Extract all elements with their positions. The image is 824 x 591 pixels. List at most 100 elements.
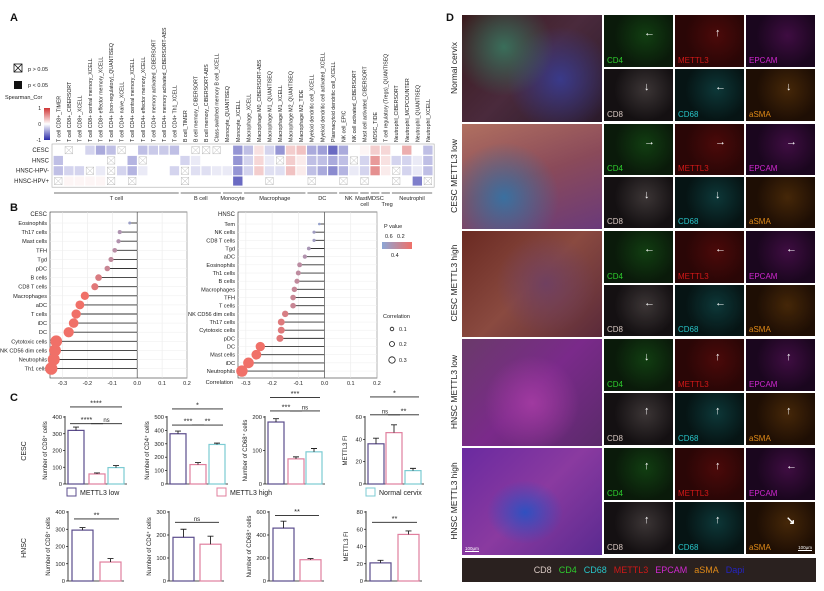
lollipop-point <box>318 222 321 226</box>
nonsignificant-box-icon <box>180 166 190 175</box>
marker-tile-asma: aSMA ↘ 100μm <box>746 502 815 554</box>
marker-tile-cd8: CD8 ↑ <box>604 502 673 554</box>
y-axis-label: Number of CD68⁺ cells <box>246 516 253 578</box>
heatmap-cell <box>338 166 349 176</box>
colorbar <box>44 108 50 140</box>
heatmap-cell <box>307 145 317 155</box>
arrow-down-icon: ↓ <box>644 81 650 93</box>
heatmap-cell <box>370 176 380 186</box>
group-label: Monocyte <box>220 196 244 202</box>
bar <box>385 432 403 485</box>
heatmap-column-label: Monocyte_XCELL <box>236 100 242 142</box>
heatmap-cell <box>180 145 190 155</box>
heatmap-cell <box>85 155 95 165</box>
heatmap-column-label: T cell CD4+ Th1_XCELL <box>172 85 178 142</box>
marker-tile-cd8: CD8 ↓ <box>604 177 673 228</box>
panel-d-multiplex-images: D CD8 CD4 CD68 METTL3 EPCAM aSMA Dapi Normal c… <box>446 0 824 591</box>
y-tick-label: 0 <box>161 482 164 488</box>
heatmap-cell <box>159 155 169 165</box>
heatmap-cell <box>296 166 306 176</box>
y-tick-label: 500 <box>154 415 164 421</box>
error-bar <box>410 467 416 471</box>
lollipop-point <box>251 349 262 360</box>
heatmap-cell <box>264 166 275 176</box>
category-label: B cells <box>31 276 48 282</box>
marker-tile-asma: aSMA <box>746 284 815 336</box>
heatmap-cell <box>233 166 243 176</box>
lollipop-point <box>312 230 316 234</box>
lollipop-point <box>302 254 308 259</box>
category-label: B cells <box>219 279 236 285</box>
heatmap-cell <box>412 166 422 176</box>
marker-tile-epcam: EPCAM <box>746 15 815 67</box>
heatmap-cell <box>64 166 74 176</box>
heatmap-cell <box>296 145 306 155</box>
error-bar <box>180 528 187 538</box>
nonsignificant-cross-icon <box>339 177 348 185</box>
marker-label: CD4 <box>607 380 624 389</box>
category-label: Tgd <box>37 257 47 263</box>
heatmap-column-label: T cell CD4+ memory activated_CIBERSORT-A… <box>162 27 168 142</box>
heatmap-cell <box>53 166 63 176</box>
heatmap-cell <box>85 176 95 186</box>
nonsignificant-cross-icon <box>202 146 211 154</box>
y-tick-label: 200 <box>156 533 166 539</box>
significance-label: ** <box>294 507 300 516</box>
heatmap-column-label: MDSC_TIDE <box>373 111 379 142</box>
marker-label: METTL3 <box>678 56 709 65</box>
y-tick-label: 300 <box>156 510 166 516</box>
legend-swatch <box>216 487 227 497</box>
x-tick-label: 0.2 <box>373 381 381 387</box>
lollipop-point <box>294 278 300 284</box>
panel-a-letter: A <box>10 12 18 24</box>
heatmap-column-label: Mast cell activated_CIBERSORT <box>363 65 369 142</box>
heatmap-column-label: Monocyte_QUANTISEQ <box>225 86 231 142</box>
x-axis-label: Correlation <box>206 380 233 386</box>
marker-label: CD68 <box>678 543 699 552</box>
legend-label: METTL3 high <box>230 490 272 497</box>
category-label: Eosinophils <box>18 221 47 227</box>
pvalue-tick: 0.6 <box>385 234 393 240</box>
heatmap-cell <box>169 176 180 186</box>
marker-label: METTL3 <box>678 489 709 498</box>
legend-swatch <box>66 487 77 497</box>
category-label: Th1 cells <box>213 271 236 277</box>
arrow-up-icon: ↑ <box>715 351 721 363</box>
heatmap-cell <box>116 176 127 186</box>
y-axis-label: Number of CD68⁺ cells <box>242 420 249 482</box>
lollipop-point <box>312 238 316 242</box>
heatmap-cell <box>190 176 201 186</box>
lollipop-point <box>277 318 285 326</box>
lollipop-point <box>290 294 296 301</box>
nonsignificant-cross-icon <box>423 177 432 185</box>
marker-label: aSMA <box>749 325 771 334</box>
category-label: Macrophages <box>13 294 47 300</box>
legend-marker-asma: aSMA <box>694 565 719 575</box>
composite-image <box>462 15 602 122</box>
nonsignificant-box-icon <box>107 156 116 165</box>
arrow-up-icon: ↑ <box>644 460 650 472</box>
heatmap-cell <box>95 176 106 186</box>
heatmap-cell <box>254 176 264 186</box>
category-label: Mast cells <box>22 239 47 245</box>
heatmap-cell <box>275 166 285 176</box>
image-row: CESC METTL3 low CD4 → METTL3 → EPCAM → CD8 ↓ CD68… <box>449 124 818 229</box>
heatmap-column-label: T cell CD4+ naive_XCELL <box>120 82 126 142</box>
error-bar <box>405 530 412 535</box>
marker-tile-mettl3: METTL3 ↑ <box>675 15 744 67</box>
pvalue-colorbar <box>382 242 412 249</box>
heatmap-frame <box>51 143 435 188</box>
group-label: Mast cell <box>355 196 369 208</box>
heatmap-cell <box>233 155 243 165</box>
panels-a-b-c: T cell CD8+_TIMER T cell CD8+_CIBERSORT T … <box>0 27 435 585</box>
heatmap-cell <box>370 155 380 165</box>
heatmap-column-label: B cell memory_CIBERSORT <box>194 75 200 142</box>
heatmap-column-label: Macrophage M1_QUANTISEQ <box>267 71 273 142</box>
category-label: TFH <box>224 296 235 302</box>
heatmap-column-label: Neutrophil_XCELL <box>426 99 432 142</box>
x-tick-label: -0.2 <box>267 381 276 387</box>
y-tick-label: 100 <box>52 465 62 471</box>
ns-legend-label: p > 0.05 <box>28 67 48 73</box>
heatmap-cell <box>95 166 106 176</box>
lollipop-point <box>68 318 79 328</box>
